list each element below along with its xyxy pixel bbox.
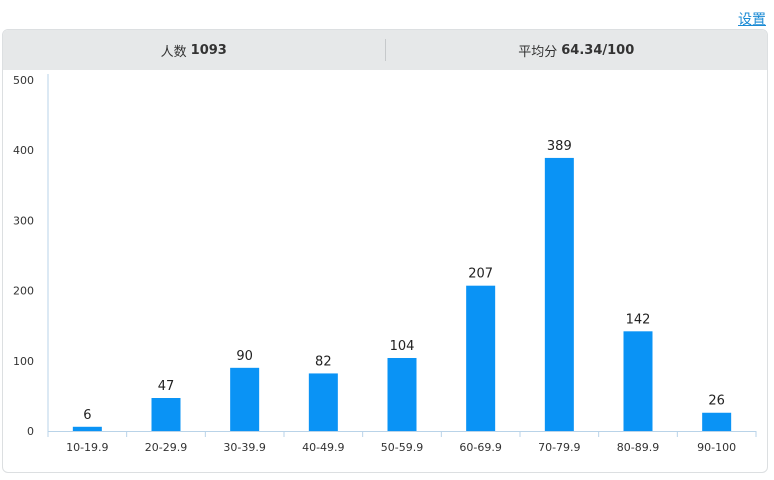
bar-value-label: 389	[547, 139, 572, 154]
bar	[544, 157, 574, 431]
x-tick-label: 20-29.9	[145, 441, 187, 454]
student-count-value: 1093	[190, 42, 227, 58]
x-tick-label: 10-19.9	[66, 441, 108, 454]
x-tick-label: 50-59.9	[381, 441, 423, 454]
bar-value-label: 142	[626, 312, 651, 327]
bar	[387, 357, 417, 431]
bar	[230, 367, 260, 431]
bar-value-label: 82	[315, 354, 332, 369]
y-tick-label: 200	[13, 285, 34, 298]
bar	[702, 412, 732, 431]
x-tick-label: 30-39.9	[223, 441, 265, 454]
bar	[308, 373, 338, 431]
y-tick-label: 300	[13, 214, 34, 227]
x-tick-label: 60-69.9	[459, 441, 501, 454]
bar-value-label: 90	[236, 349, 253, 364]
average-score-value: 64.34/100	[561, 42, 635, 58]
bar-value-label: 207	[468, 267, 493, 282]
bar-value-label: 104	[390, 339, 415, 354]
y-tick-label: 100	[13, 355, 34, 368]
x-tick-label: 80-89.9	[617, 441, 659, 454]
summary-header: 人数 1093 平均分 64.34/100	[3, 30, 767, 70]
bar	[151, 398, 181, 431]
y-tick-label: 500	[13, 74, 34, 87]
header-divider	[384, 39, 386, 61]
student-count-stat: 人数 1093	[3, 30, 385, 70]
settings-link[interactable]: 设置	[738, 12, 766, 28]
x-tick-label: 90-100	[697, 441, 736, 454]
bar-value-label: 47	[158, 379, 175, 394]
student-count-label: 人数	[160, 44, 187, 60]
bar-value-label: 26	[708, 394, 725, 409]
bar	[623, 331, 653, 431]
y-tick-label: 400	[13, 144, 34, 157]
y-tick-label: 0	[27, 425, 34, 438]
bar	[72, 426, 102, 431]
x-tick-label: 70-79.9	[538, 441, 580, 454]
average-score-stat: 平均分 64.34/100	[386, 30, 768, 70]
average-score-label: 平均分	[518, 44, 558, 60]
bar-value-label: 6	[83, 408, 91, 423]
x-tick-label: 40-49.9	[302, 441, 344, 454]
bar	[466, 285, 496, 431]
